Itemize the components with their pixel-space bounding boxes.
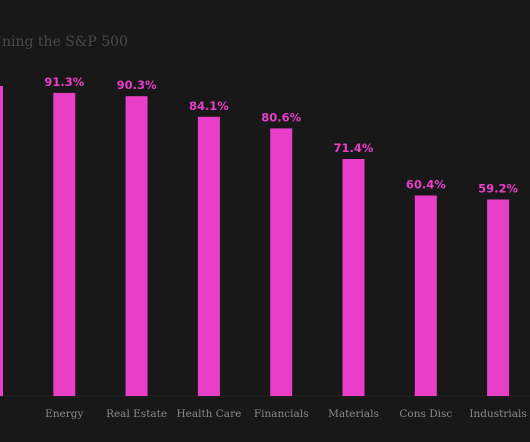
value-label-6: 60.4% bbox=[406, 178, 446, 192]
value-label-3: 84.1% bbox=[189, 99, 229, 113]
value-label-1: 91.3% bbox=[44, 75, 84, 89]
bars-layer bbox=[0, 86, 510, 397]
value-label-2: 90.3% bbox=[117, 78, 157, 92]
category-label-2: Real Estate bbox=[106, 408, 167, 420]
bar-3 bbox=[197, 116, 220, 397]
category-label-4: Financials bbox=[254, 408, 309, 420]
value-label-7: 59.2% bbox=[478, 182, 518, 196]
value-label-4: 80.6% bbox=[261, 110, 301, 124]
category-label-5: Materials bbox=[328, 408, 379, 420]
bar-2 bbox=[125, 96, 148, 396]
bar-4 bbox=[270, 128, 293, 396]
bar-0 bbox=[0, 86, 3, 396]
category-label-6: Cons Disc bbox=[399, 408, 452, 420]
bar-1 bbox=[53, 92, 76, 397]
bar-7 bbox=[487, 199, 510, 396]
value-label-5: 71.4% bbox=[334, 141, 374, 155]
category-label-7: Industrials bbox=[469, 408, 526, 420]
category-label-3: Health Care bbox=[176, 408, 241, 420]
bar-6 bbox=[414, 195, 437, 396]
category-label-1: Energy bbox=[45, 408, 83, 420]
value-labels-layer: %91.3%90.3%84.1%80.6%71.4%60.4%59.2% bbox=[44, 75, 518, 196]
bar-5 bbox=[342, 159, 365, 396]
chart-subtitle: ning the S&P 500 bbox=[2, 34, 128, 50]
